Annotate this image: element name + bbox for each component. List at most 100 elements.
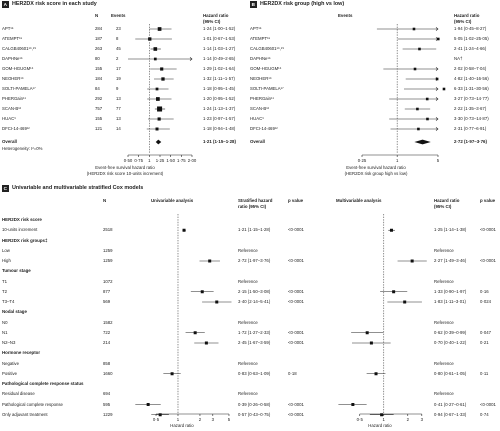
panel-a-study-events: 13 <box>116 96 121 101</box>
panel-b-study-hr: 4·82 (1·40–16·56) <box>454 76 489 81</box>
panel-c-row-multi-p: 0·047 <box>480 329 491 335</box>
panel-a-tick-label: 1·50 <box>166 158 175 163</box>
panel-c-col-shr-1: Stratified hazard <box>238 198 273 203</box>
panel-c-row-multi-p: <0·0001 <box>480 258 496 263</box>
panel-a-xlabel-1: Event-free survival hazard ratio <box>95 165 155 170</box>
panel-b-study-ci-arrow <box>435 97 439 101</box>
panel-c-row-n: 722 <box>103 329 111 335</box>
panel-b-study-hr: 2·22 (1·35–3·67) <box>454 106 487 111</box>
panel-c-row-uni-p: <0·0001 <box>288 411 304 417</box>
panel-a-study-name: DAPHNe¹⁵ <box>2 56 23 61</box>
panel-a-study-n: 80 <box>95 56 100 61</box>
panel-a-study-point <box>148 37 152 41</box>
panel-c-row-uni-hr: 2·45 (1·67–3·59) <box>238 340 271 345</box>
panel-a-study-events: 2 <box>116 56 119 61</box>
panel-b-study-point <box>416 107 419 111</box>
panel-c-row-uni-p: <0·0001 <box>288 227 304 233</box>
panel-c-multi-tick-label: 0·5 <box>357 417 364 422</box>
panel-c-uni-point <box>215 300 219 304</box>
panel-c-section-label: Hormone receptor <box>2 350 41 356</box>
panel-b-study-name: SOLTI-PAMELA¹⁷ <box>250 86 284 91</box>
panel-a-tick-label: 2·00 <box>188 158 197 163</box>
panel-a-study-point <box>157 106 163 112</box>
panel-c-multi-point <box>351 403 355 406</box>
panel-c-multi-tick-label: 1 <box>383 417 386 422</box>
panel-b-study-point <box>413 67 417 71</box>
panel-c-row-multi-p: 0·024 <box>480 299 491 304</box>
panel-c-row-multi-p: 0·11 <box>480 370 489 376</box>
panel-c-row-multi-hr: Reference <box>434 278 454 284</box>
panel-c-col-shr-2: ratio (95% CI) <box>238 204 267 209</box>
panel-c-uni-point <box>170 372 174 376</box>
panel-a-study-hr: 1·18 (0·95–1·45) <box>203 86 236 91</box>
panel-a-study-hr: 1·23 (0·97–1·57) <box>203 116 236 121</box>
panel-b-study-point <box>417 127 420 131</box>
panel-a-study-point <box>155 97 160 101</box>
panel-b-study-ci-arrow <box>435 127 439 131</box>
panel-c-row-uni-p: <0·0001 <box>288 288 304 294</box>
panel-c-row-n: 595 <box>103 401 111 407</box>
panel-b-study-hr: 2·31 (0·77–6·91) <box>454 126 487 131</box>
panel-c-uni-point <box>146 403 150 406</box>
panel-b-study-name: APT¹⁵ <box>250 26 262 31</box>
panel-b-title: HER2DX risk group (high vs low) <box>260 1 345 7</box>
panel-c-row-label: N2–N3 <box>2 340 16 345</box>
panel-b-overall-label: Overall <box>250 139 265 144</box>
panel-a-study-point <box>157 117 161 121</box>
panel-a-study-events: 14 <box>116 126 121 131</box>
panel-c-row-uni-hr: 0·57 (0·43–0·75) <box>238 411 271 417</box>
panel-a-col-n: N <box>95 13 99 18</box>
panel-a-study-name: PHERGain¹¹ <box>2 96 26 101</box>
panel-c-uni-tick-label: 2 <box>199 417 202 422</box>
panel-c-row-label: T3–T4 <box>2 299 15 304</box>
panel-a-study-name: NEOHER¹⁶ <box>2 76 24 81</box>
panel-a-study-name: DFCI-14-469¹² <box>2 126 30 131</box>
panel-c-row-multi-hr: 1·83 (1·11–3·01) <box>434 299 466 304</box>
panel-c-section-label: HER2DX risk score <box>2 217 42 222</box>
panel-c-multi-tick-label: 2 <box>407 417 410 422</box>
panel-c-row-n: 1259 <box>103 258 113 263</box>
panel-c-row-label: High <box>2 258 11 263</box>
panel-a-study-hr: 1·32 (1·11–1·57) <box>203 76 235 81</box>
panel-c-multi-tick-label: 3 <box>421 417 424 422</box>
panel-a-study-name: ATEMPT¹⁵ <box>2 36 23 41</box>
panel-c-uni-point <box>193 331 197 335</box>
panel-b-study-point <box>418 47 421 51</box>
panel-c-multi-point <box>410 259 414 263</box>
panel-c-row-label: N0 <box>2 319 8 325</box>
panel-b-study-hr: 5·05 (1·02–25·05) <box>454 36 489 41</box>
panel-c-uni-tick-label: 5 <box>228 417 231 422</box>
panel-c-row-multi-hr: 0·62 (0·39–0·99) <box>434 329 467 335</box>
panel-b-study-hr: 3·27 (0·73–14·77) <box>454 96 489 101</box>
panel-b-study-hr: 6·33 (1·31–30·56) <box>454 86 489 91</box>
panel-a-study-events: 19 <box>116 76 121 81</box>
panel-b-study-name: DAPHNe¹⁵ <box>250 56 271 61</box>
panel-a-tick-label: 1·25 <box>156 158 165 163</box>
panel-b-study-hr: 2·41 (1·24–4·66) <box>454 46 487 51</box>
panel-b-col-hr: Hazard ratio <box>454 13 480 18</box>
panel-b-study-point <box>412 27 416 31</box>
panel-c-row-uni-p: <0·0001 <box>288 340 304 345</box>
panel-a-study-n: 187 <box>95 36 103 41</box>
panel-c-row-multi-hr: 2·27 (1·49–3·46) <box>434 258 467 263</box>
panel-a-study-name: HUAC⁹ <box>2 116 17 121</box>
panel-c-row-uni-hr: 1·21 (1·15–1·28) <box>238 227 271 233</box>
panel-c-row-label: N1 <box>2 329 8 335</box>
panel-c-section-label: Tumour stage <box>2 268 31 274</box>
panel-c-uni-tick-label: 1 <box>177 417 180 422</box>
panel-a-study-hr: 1·20 (0·95–1·52) <box>203 96 236 101</box>
panel-b-xlabel-2: (HER2DX risk group high vs low) <box>344 171 408 176</box>
panel-a-col-hr: Hazard ratio <box>203 13 229 18</box>
panel-a-study-events: 17 <box>116 66 121 71</box>
panel-a-tick-label: 1·75 <box>177 158 186 163</box>
panel-a-study-point <box>157 27 162 31</box>
panel-b-overall-diamond <box>414 139 431 145</box>
panel-c-row-label: 10-units increment <box>2 227 38 233</box>
panel-b-study-name: HUAC⁹ <box>250 116 265 121</box>
panel-c-row-multi-hr: Reference <box>434 247 454 253</box>
panel-c-col-mhr-1: Hazard ratio <box>434 198 460 203</box>
panel-c-row-multi-hr: 1·25 (1·14–1·38) <box>434 227 467 233</box>
panel-a-study-events: 45 <box>116 46 121 51</box>
panel-c-row-label: T2 <box>2 288 8 294</box>
